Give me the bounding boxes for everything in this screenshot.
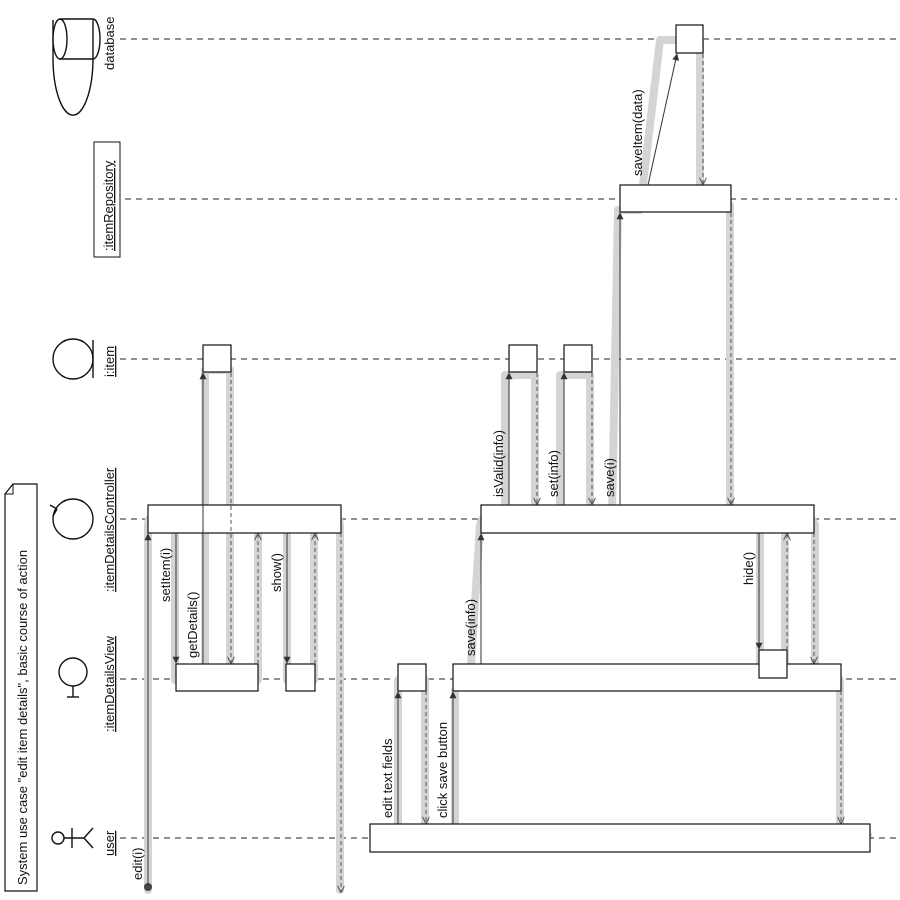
lifeline-label-view: :itemDetailsView [102, 636, 117, 732]
msg-saveInfo-label: save(info) [463, 599, 478, 656]
activation-item-2 [508, 344, 538, 373]
msg-clickSave-label: click save button [435, 722, 450, 818]
lifeline-label-repository: :itemRepository [101, 160, 116, 251]
lifeline-label-database: database [102, 17, 117, 71]
repository-label-box [93, 141, 121, 258]
activation-controller-2 [480, 504, 815, 534]
msg-hide-label: hide() [741, 552, 756, 585]
note-box [4, 483, 38, 892]
flow-path [144, 36, 872, 894]
msg-set-label: set(info) [546, 450, 561, 497]
msg-setItem-label: setItem(i) [158, 548, 173, 602]
activation-database [675, 24, 704, 54]
note-text: System use case "edit item details", bas… [15, 550, 30, 885]
msg-edit-label: edit(i) [130, 847, 145, 880]
lifeline-label-item: i:item [102, 346, 117, 377]
msg-show-label: show() [269, 553, 284, 592]
msg-saveItem-arrow [647, 53, 680, 186]
activation-view-2 [285, 663, 316, 692]
msg-save-label: save(i) [602, 458, 617, 497]
lifeline-label-controller: :itemDetailsController [102, 467, 117, 592]
activation-repository [619, 184, 732, 213]
activation-controller-1 [147, 504, 342, 534]
database-icon [52, 18, 101, 116]
activation-view-1 [175, 663, 259, 692]
msg-isValid-label: isValid(info) [491, 430, 506, 497]
control-icon [49, 498, 94, 540]
lifeline-label-user: user [102, 830, 117, 856]
activation-item-1 [202, 344, 232, 373]
msg-getDetails-label: getDetails() [185, 592, 200, 658]
activation-item-3 [563, 344, 593, 373]
entity-icon [52, 338, 94, 380]
start-dot [144, 883, 152, 891]
activation-user [369, 823, 871, 853]
msg-saveItem-label: saveItem(data) [630, 89, 645, 176]
note-fold [5, 484, 14, 495]
actor-icon [51, 827, 94, 849]
activation-view-3 [397, 663, 427, 692]
activation-view-5 [758, 649, 788, 679]
boundary-icon [58, 657, 88, 698]
msg-editFields-label: edit text fields [380, 738, 395, 818]
